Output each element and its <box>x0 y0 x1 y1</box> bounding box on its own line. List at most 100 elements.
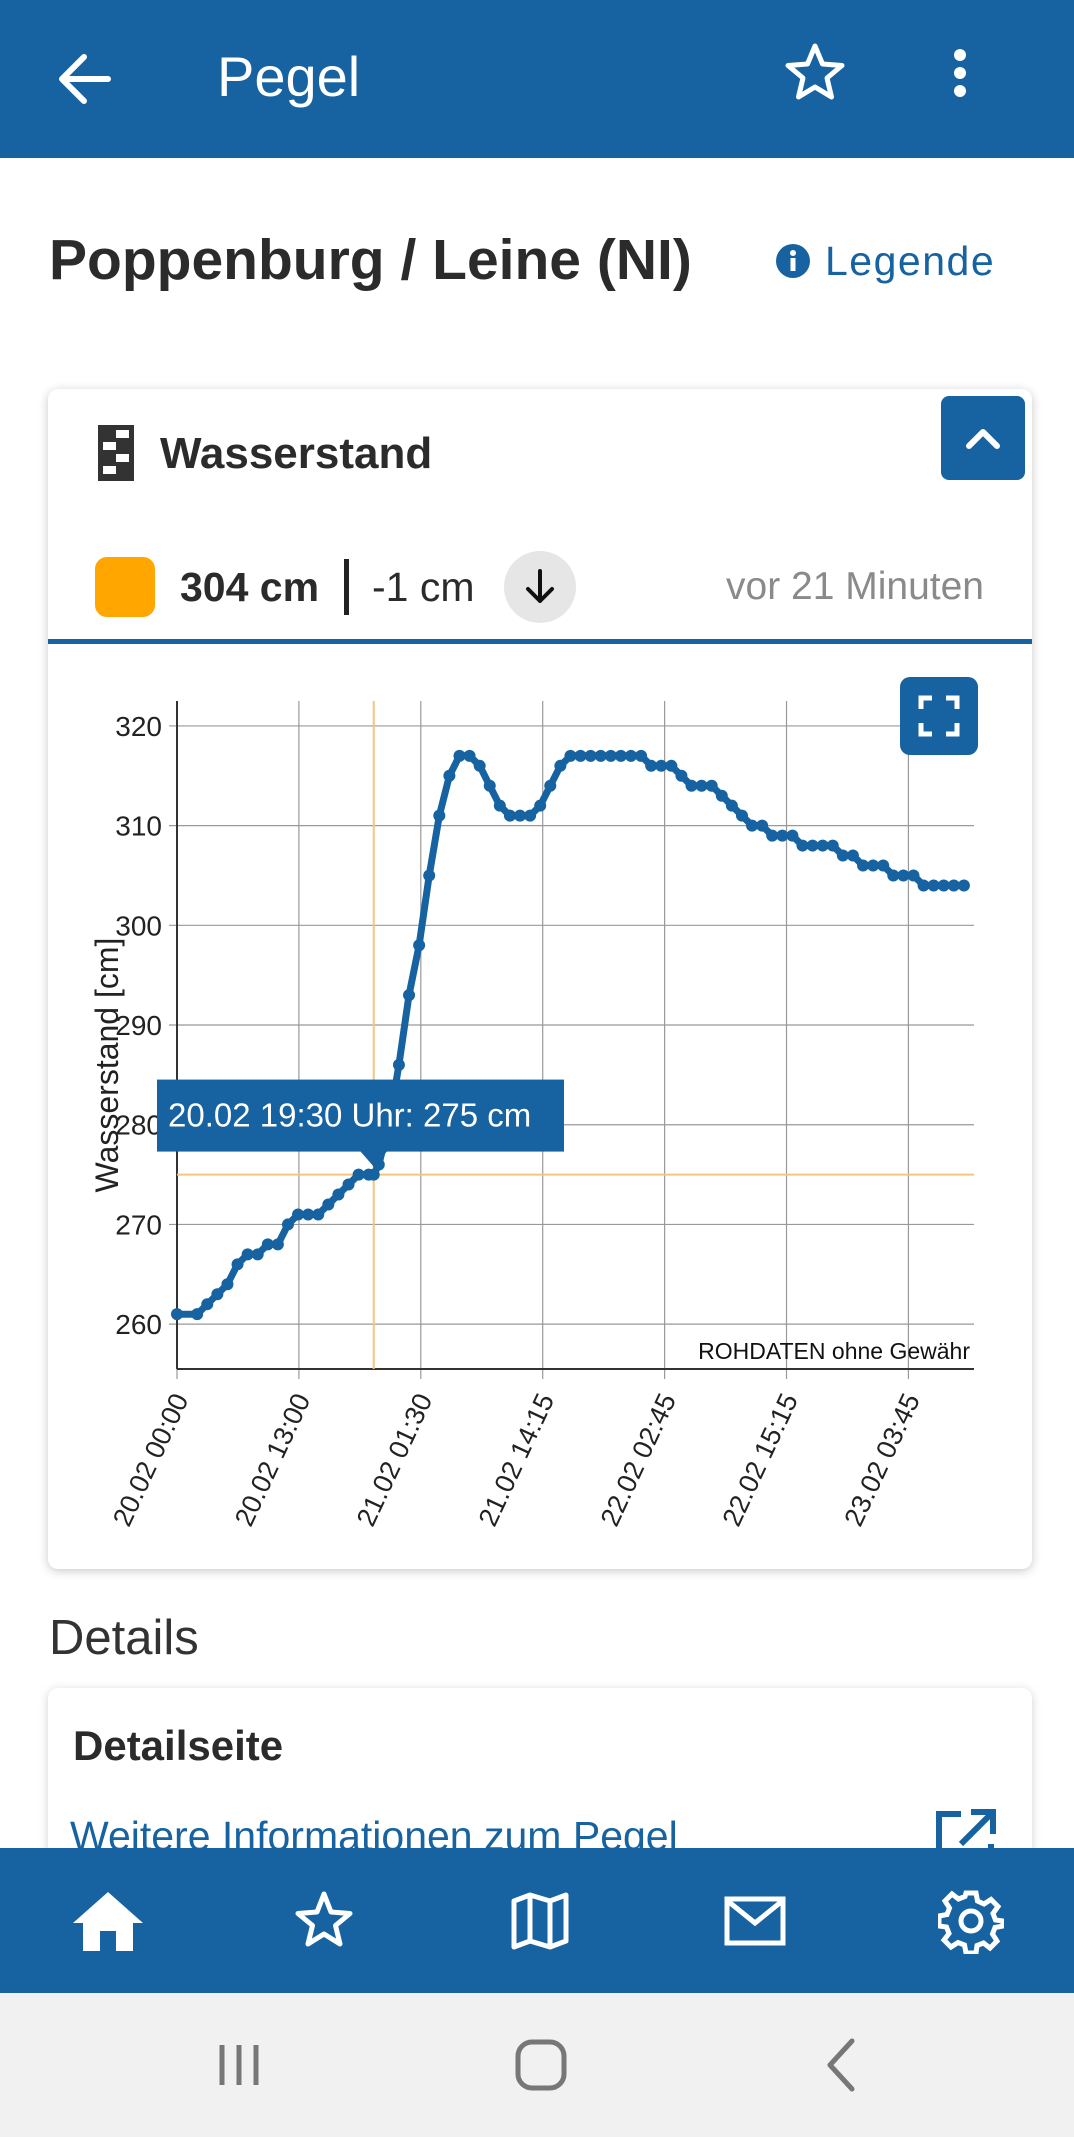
nav-messages[interactable] <box>648 1848 862 1993</box>
collapse-button[interactable] <box>941 396 1025 480</box>
data-point <box>715 789 728 802</box>
data-point <box>241 1248 254 1261</box>
fullscreen-icon <box>918 695 960 737</box>
data-point <box>846 849 859 862</box>
x-tick-label: 21.02 01:30 <box>351 1389 438 1531</box>
data-point <box>957 879 970 892</box>
data-point <box>171 1308 183 1321</box>
data-point <box>514 809 527 822</box>
y-tick-label: 260 <box>115 1309 162 1340</box>
data-point <box>907 869 920 882</box>
data-point <box>534 799 547 812</box>
x-tick-label: 20.02 00:00 <box>107 1389 194 1531</box>
value-separator <box>344 559 349 615</box>
data-point <box>423 869 436 882</box>
data-point <box>292 1208 305 1221</box>
details-heading: Details <box>49 1611 199 1665</box>
data-point <box>392 1058 405 1071</box>
data-point <box>332 1188 345 1201</box>
data-point <box>725 799 738 812</box>
bottom-navigation <box>0 1848 1074 1993</box>
app-title: Pegel <box>217 45 361 108</box>
data-point <box>413 939 426 952</box>
data-point <box>231 1258 244 1271</box>
data-point <box>705 779 718 792</box>
data-point <box>947 879 960 892</box>
data-point <box>836 849 849 862</box>
y-tick-label: 270 <box>115 1209 162 1240</box>
data-point <box>342 1178 355 1191</box>
info-icon <box>776 244 810 278</box>
data-point <box>554 759 567 772</box>
data-point <box>473 759 486 772</box>
data-point <box>806 839 819 852</box>
current-value: 304 cm <box>180 564 320 610</box>
tooltip-box <box>157 1079 564 1152</box>
details-card-title: Detailseite <box>73 1722 284 1769</box>
data-point <box>937 879 950 892</box>
nav-map[interactable] <box>433 1848 647 1993</box>
data-point <box>544 779 557 792</box>
y-axis-label: Wasserstand [cm] <box>89 938 125 1193</box>
settings-gear-icon <box>938 1890 1004 1954</box>
data-point <box>756 819 769 832</box>
home-icon <box>73 1891 143 1951</box>
system-navigation-bar <box>0 1993 1074 2137</box>
station-name: Poppenburg / Leine (NI) <box>49 228 692 292</box>
data-point <box>251 1248 264 1261</box>
y-tick-label: 310 <box>115 811 162 842</box>
data-point <box>201 1298 214 1311</box>
data-point <box>221 1278 234 1291</box>
nav-favorites[interactable] <box>217 1848 431 1993</box>
data-point <box>645 759 658 772</box>
y-tick-label: 300 <box>115 910 162 941</box>
legend-link[interactable]: Legende <box>775 233 995 289</box>
x-tick-label: 20.02 13:00 <box>229 1389 316 1531</box>
x-tick-label: 22.02 02:45 <box>595 1389 682 1531</box>
data-point <box>503 809 516 822</box>
fullscreen-button[interactable] <box>900 677 978 755</box>
card-header[interactable]: Wasserstand <box>48 389 1032 519</box>
back-button-icon[interactable] <box>808 2033 878 2097</box>
data-point <box>564 749 577 762</box>
star-outline-icon <box>295 1891 353 1946</box>
data-point <box>524 809 537 822</box>
y-tick-label: 280 <box>115 1110 162 1141</box>
data-point <box>483 779 496 792</box>
home-button-icon[interactable] <box>506 2033 576 2097</box>
tooltip-text: 20.02 19:30 Uhr: 275 cm <box>168 1097 531 1134</box>
data-point <box>766 829 779 842</box>
data-point <box>927 879 940 892</box>
favorite-star-icon[interactable] <box>780 38 850 108</box>
app-bar: Pegel <box>0 0 1074 158</box>
legend-label: Legende <box>825 237 996 284</box>
arrow-down-icon <box>526 569 554 603</box>
last-update-time: vor 21 Minuten <box>726 565 984 608</box>
nav-home[interactable] <box>1 1848 215 1993</box>
data-point <box>796 839 809 852</box>
data-point <box>322 1198 335 1211</box>
data-point <box>453 749 466 762</box>
data-point <box>695 779 708 792</box>
arrow-left-icon[interactable] <box>50 44 120 114</box>
more-vertical-icon[interactable] <box>930 38 990 108</box>
data-point <box>857 859 870 872</box>
data-point <box>261 1238 274 1251</box>
water-level-chart[interactable]: 260 270 280 290 300 310 320 20.02 00:00 20.02 13… <box>48 644 1032 1564</box>
data-point <box>887 869 900 882</box>
data-point <box>665 759 678 772</box>
card-title: Wasserstand <box>160 429 433 478</box>
data-point <box>191 1308 204 1321</box>
nav-settings[interactable] <box>864 1848 1074 1993</box>
data-point <box>403 989 416 1002</box>
data-point <box>746 819 759 832</box>
data-point <box>604 749 617 762</box>
gauge-ruler-icon <box>98 425 134 481</box>
mail-icon <box>724 1896 786 1945</box>
data-point <box>735 809 748 822</box>
x-tick-label: 22.02 15:15 <box>716 1389 803 1531</box>
data-point <box>574 749 587 762</box>
recent-apps-icon[interactable] <box>204 2033 274 2097</box>
y-tick-label: 320 <box>115 711 162 742</box>
data-point <box>685 779 698 792</box>
